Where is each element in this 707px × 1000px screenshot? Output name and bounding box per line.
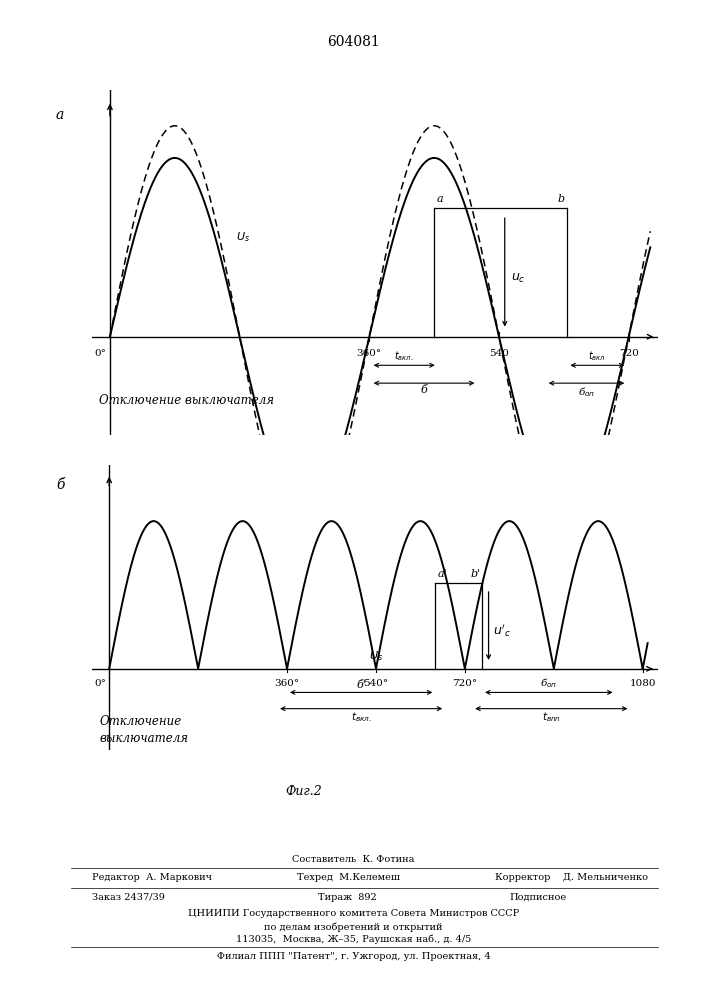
Text: б: б bbox=[56, 478, 64, 492]
Text: 1080: 1080 bbox=[629, 679, 656, 688]
Text: $u'_c$: $u'_c$ bbox=[493, 622, 510, 639]
Text: 0°: 0° bbox=[95, 349, 106, 358]
Text: Отключение
выключателя: Отключение выключателя bbox=[99, 715, 188, 745]
Text: Корректор    Д. Мельниченко: Корректор Д. Мельниченко bbox=[495, 873, 648, 882]
Text: b: b bbox=[557, 194, 565, 204]
Text: Отключение выключателя: Отключение выключателя bbox=[99, 394, 274, 407]
Text: Филиал ППП "Патент", г. Ужгород, ул. Проектная, 4: Филиал ППП "Патент", г. Ужгород, ул. Про… bbox=[216, 952, 491, 961]
Text: Техред  М.Келемеш: Техред М.Келемеш bbox=[297, 873, 400, 882]
Text: 604081: 604081 bbox=[327, 35, 380, 49]
Text: $u_c$: $u_c$ bbox=[510, 272, 525, 285]
Text: Составитель  К. Фотина: Составитель К. Фотина bbox=[292, 855, 415, 864]
Text: Подписное: Подписное bbox=[509, 893, 566, 902]
Text: по делам изобретений и открытий: по делам изобретений и открытий bbox=[264, 922, 443, 932]
Text: Тираж  892: Тираж 892 bbox=[318, 893, 377, 902]
Text: a: a bbox=[56, 108, 64, 122]
Text: a: a bbox=[437, 194, 444, 204]
Text: 720°: 720° bbox=[452, 679, 477, 688]
Text: 113035,  Москва, Ж–35, Раушская наб., д. 4/5: 113035, Москва, Ж–35, Раушская наб., д. … bbox=[236, 935, 471, 944]
Text: $U_s$: $U_s$ bbox=[236, 230, 250, 244]
Text: 540°: 540° bbox=[363, 679, 389, 688]
Text: 360°: 360° bbox=[357, 349, 382, 358]
Text: б': б' bbox=[356, 680, 366, 690]
Text: 720: 720 bbox=[619, 349, 638, 358]
Text: $t_{вкл.}$: $t_{вкл.}$ bbox=[351, 710, 372, 724]
Text: Редактор  А. Маркович: Редактор А. Маркович bbox=[92, 873, 212, 882]
Text: $t_{вnn}$: $t_{вnn}$ bbox=[542, 710, 561, 724]
Text: 360°: 360° bbox=[274, 679, 300, 688]
Text: $t_{вкл}$: $t_{вкл}$ bbox=[588, 349, 607, 363]
Text: Фиг.2: Фиг.2 bbox=[286, 785, 322, 798]
Text: Заказ 2437/39: Заказ 2437/39 bbox=[92, 893, 165, 902]
Text: a': a' bbox=[437, 569, 447, 579]
Text: б: б bbox=[421, 385, 428, 395]
Text: 0°: 0° bbox=[95, 679, 107, 688]
Text: 540: 540 bbox=[489, 349, 509, 358]
Text: $U_s$: $U_s$ bbox=[369, 649, 383, 663]
Text: b': b' bbox=[470, 569, 480, 579]
Text: б$_{оп}$: б$_{оп}$ bbox=[578, 385, 595, 399]
Text: $t_{вкл.}$: $t_{вкл.}$ bbox=[395, 349, 414, 363]
Text: б$_{оп}$: б$_{оп}$ bbox=[540, 676, 558, 690]
Text: ЦНИИПИ Государственного комитета Совета Министров СССР: ЦНИИПИ Государственного комитета Совета … bbox=[188, 909, 519, 918]
